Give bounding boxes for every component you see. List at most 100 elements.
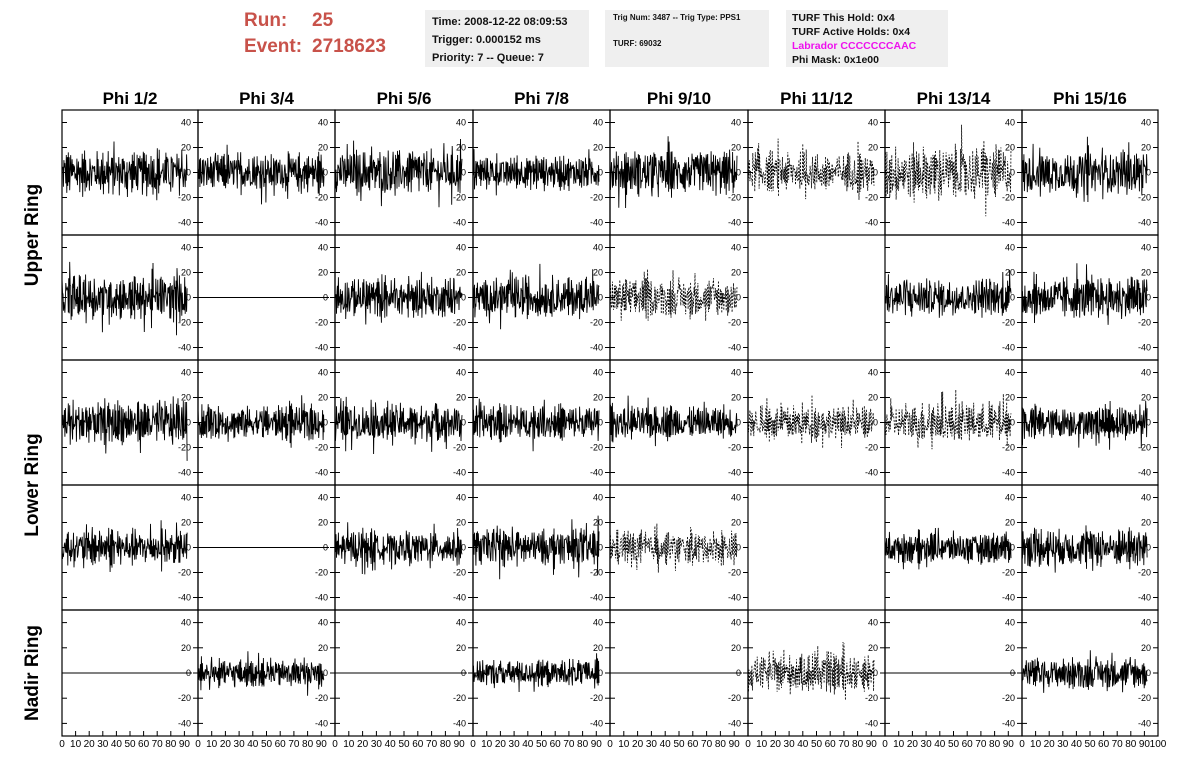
y-tick-label-r3-c1: -40: [178, 468, 191, 478]
x-tick-label-c8: 40: [1071, 739, 1083, 750]
y-tick-label-r3-c4: 20: [593, 393, 603, 403]
y-tick-label-r1-c8: 0: [1146, 168, 1151, 178]
labrador-text: Labrador CCCCCCCAAC: [792, 40, 917, 52]
y-tick-label-r2-c4: 0: [598, 293, 603, 303]
trig-num-text: Trig Num: 3487 -- Trig Type: PPS1: [613, 13, 741, 22]
y-tick-label-r3-c8: 40: [1141, 368, 1151, 378]
y-tick-label-r3-c6: 20: [868, 393, 878, 403]
y-tick-label-r3-c5: -40: [728, 468, 741, 478]
y-tick-label-r5-c6: 0: [873, 668, 878, 678]
trace-r4-c3: [334, 522, 463, 575]
y-tick-label-r1-c5: 20: [731, 143, 741, 153]
y-tick-label-r3-c7: -40: [1002, 468, 1015, 478]
y-tick-label-r3-c7: -20: [1002, 443, 1015, 453]
y-tick-label-r2-c5: 20: [731, 268, 741, 278]
trace-r1-c5: [609, 136, 738, 209]
y-tick-label-r1-c7: -40: [1002, 218, 1015, 228]
y-tick-label-r5-c4: -20: [590, 693, 603, 703]
y-tick-label-r1-c1: -40: [178, 218, 191, 228]
trace-r3-c8: [1021, 400, 1148, 450]
x-tick-label-c3: 90: [454, 739, 466, 750]
y-tick-label-r3-c2: 0: [323, 418, 328, 428]
trace-r2-c7: [884, 269, 1012, 318]
y-tick-label-r4-c4: -40: [590, 593, 603, 603]
column-title-6: Phi 11/12: [780, 89, 853, 108]
x-tick-label-c1: 10: [70, 739, 82, 750]
x-tick-label-c5: 0: [607, 739, 613, 750]
y-tick-label-r5-c5: 20: [731, 643, 741, 653]
x-tick-label-c4: 40: [522, 739, 534, 750]
x-tick-label-c4: 60: [550, 739, 562, 750]
y-tick-label-r3-c2: -20: [315, 443, 328, 453]
x-tick-label-c4: 20: [495, 739, 507, 750]
y-tick-label-r3-c7: 0: [1010, 418, 1015, 428]
x-tick-label-c2: 0: [195, 739, 201, 750]
y-tick-label-r1-c2: 20: [318, 143, 328, 153]
y-tick-label-r5-c7: -40: [1002, 718, 1015, 728]
phi-mask-text: Phi Mask: 0x1e00: [792, 54, 879, 66]
time-info-box: Time: 2008-12-22 08:09:53 Trigger: 0.000…: [425, 10, 589, 67]
y-tick-label-r3-c8: -20: [1138, 443, 1151, 453]
y-tick-label-r4-c8: 40: [1141, 493, 1151, 503]
y-tick-label-r4-c1: 20: [181, 518, 191, 528]
y-tick-label-r2-c1: -20: [178, 318, 191, 328]
y-tick-label-r3-c6: 40: [868, 368, 878, 378]
y-tick-label-r4-c2: 40: [318, 493, 328, 503]
y-tick-label-r1-c6: 20: [868, 143, 878, 153]
y-tick-label-r5-c4: 40: [593, 618, 603, 628]
trace-r4-c7: [884, 527, 1012, 570]
y-tick-label-r3-c6: -20: [865, 443, 878, 453]
panel-frame-r1-c7: [884, 109, 1023, 236]
y-tick-label-r3-c8: 0: [1146, 418, 1151, 428]
y-tick-label-r3-c4: 0: [598, 418, 603, 428]
x-tick-label-c2: 10: [206, 739, 218, 750]
turf-info-box: TURF This Hold: 0x4 TURF Active Holds: 0…: [786, 10, 948, 67]
x-tick-label-c4: 0: [470, 739, 476, 750]
y-tick-label-r3-c4: -40: [590, 468, 603, 478]
x-tick-label-c3: 70: [426, 739, 438, 750]
x-tick-label-c2: 20: [220, 739, 232, 750]
y-tick-label-r1-c1: -20: [178, 193, 191, 203]
y-tick-label-r2-c3: -40: [453, 343, 466, 353]
y-tick-label-r2-c7: -20: [1002, 318, 1015, 328]
y-tick-label-r3-c1: -20: [178, 443, 191, 453]
turf-active-holds-text: TURF Active Holds: 0x4: [792, 26, 911, 38]
y-tick-label-r5-c1: -20: [178, 693, 191, 703]
column-title-5: Phi 9/10: [647, 89, 711, 108]
y-tick-label-r4-c4: 0: [598, 543, 603, 553]
trace-r1-c7: [884, 124, 1012, 217]
trace-r4-c5: [609, 523, 738, 573]
trace-r3-c7: [884, 389, 1012, 450]
y-tick-label-r4-c4: -20: [590, 568, 603, 578]
trace-r4-c8: [1021, 525, 1148, 573]
x-tick-label-c7: 10: [893, 739, 905, 750]
y-tick-label-r2-c8: -40: [1138, 343, 1151, 353]
y-tick-label-r1-c3: 0: [461, 168, 466, 178]
x-tick-label-c1: 20: [84, 739, 96, 750]
x-tick-label-c3: 0: [332, 739, 338, 750]
y-tick-label-r4-c5: -20: [728, 568, 741, 578]
y-tick-label-r5-c6: -20: [865, 693, 878, 703]
ring-title-3: Nadir Ring: [22, 625, 43, 721]
trace-r3-c6: [747, 394, 875, 449]
y-tick-label-r5-c3: 40: [456, 618, 466, 628]
x-tick-label-c3: 40: [385, 739, 397, 750]
y-tick-label-r1-c8: 40: [1141, 118, 1151, 128]
y-tick-label-r5-c5: 40: [731, 618, 741, 628]
y-tick-label-r4-c3: 20: [456, 518, 466, 528]
y-tick-label-r2-c8: 0: [1146, 293, 1151, 303]
y-tick-label-r2-c4: -20: [590, 318, 603, 328]
y-tick-label-r5-c7: 40: [1005, 618, 1015, 628]
x-tick-label-c6: 70: [838, 739, 850, 750]
y-tick-label-r2-c3: 40: [456, 243, 466, 253]
y-tick-label-r3-c3: 0: [461, 418, 466, 428]
y-tick-label-r1-c4: -40: [590, 218, 603, 228]
trace-r1-c3: [334, 138, 463, 208]
x-tick-label-c6: 10: [756, 739, 768, 750]
y-tick-label-r5-c4: 20: [593, 643, 603, 653]
y-tick-label-r3-c6: 0: [873, 418, 878, 428]
y-tick-label-r3-c3: -20: [453, 443, 466, 453]
x-tick-label-c1: 30: [97, 739, 109, 750]
x-tick-label-c1: 70: [152, 739, 164, 750]
